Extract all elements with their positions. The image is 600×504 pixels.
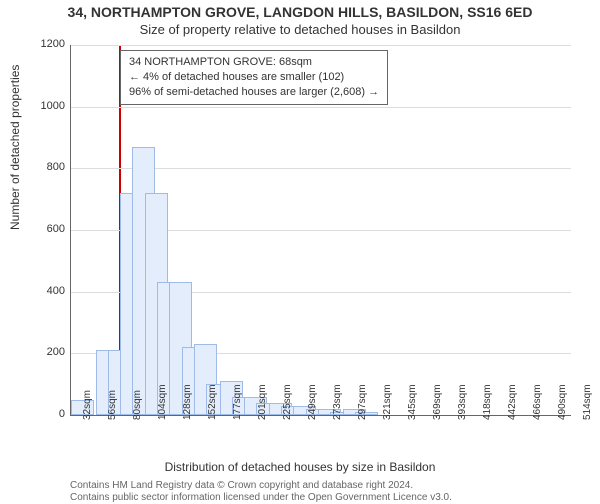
y-tick: 0 — [25, 408, 65, 420]
x-tick: 104sqm — [157, 384, 168, 420]
x-tick: 490sqm — [557, 384, 568, 420]
info-line-2: ← 4% of detached houses are smaller (102… — [129, 70, 379, 85]
y-tick: 1200 — [25, 38, 65, 50]
address-title: 34, NORTHAMPTON GROVE, LANGDON HILLS, BA… — [0, 4, 600, 20]
x-tick: 80sqm — [132, 390, 143, 420]
x-tick: 152sqm — [207, 384, 218, 420]
x-tick: 225sqm — [282, 384, 293, 420]
y-tick: 400 — [25, 285, 65, 297]
x-tick: 369sqm — [432, 384, 443, 420]
y-tick: 1000 — [25, 100, 65, 112]
info-box: 34 NORTHAMPTON GROVE: 68sqm ← 4% of deta… — [120, 50, 388, 105]
x-tick: 128sqm — [182, 384, 193, 420]
x-tick: 297sqm — [357, 384, 368, 420]
footer-line-2: Contains public sector information licen… — [70, 492, 452, 504]
gridline — [71, 45, 571, 46]
x-tick: 201sqm — [257, 384, 268, 420]
y-axis-label: Number of detached properties — [8, 65, 22, 230]
x-tick: 56sqm — [107, 390, 118, 420]
x-tick: 418sqm — [482, 384, 493, 420]
y-tick: 600 — [25, 223, 65, 235]
gridline — [71, 107, 571, 108]
x-tick: 514sqm — [582, 384, 593, 420]
x-tick: 393sqm — [457, 384, 468, 420]
y-tick: 800 — [25, 161, 65, 173]
x-tick: 321sqm — [382, 384, 393, 420]
subtitle: Size of property relative to detached ho… — [0, 22, 600, 37]
footer-line-1: Contains HM Land Registry data © Crown c… — [70, 480, 452, 492]
footer: Contains HM Land Registry data © Crown c… — [70, 480, 452, 504]
x-tick: 442sqm — [507, 384, 518, 420]
info-line-3: 96% of semi-detached houses are larger (… — [129, 85, 379, 100]
x-axis-label: Distribution of detached houses by size … — [0, 460, 600, 474]
x-tick: 466sqm — [532, 384, 543, 420]
x-tick: 249sqm — [307, 384, 318, 420]
y-tick: 200 — [25, 346, 65, 358]
info-line-1: 34 NORTHAMPTON GROVE: 68sqm — [129, 55, 379, 70]
x-tick: 177sqm — [232, 384, 243, 420]
x-tick: 345sqm — [407, 384, 418, 420]
x-tick: 273sqm — [332, 384, 343, 420]
page: 34, NORTHAMPTON GROVE, LANGDON HILLS, BA… — [0, 0, 600, 500]
x-tick: 32sqm — [82, 390, 93, 420]
